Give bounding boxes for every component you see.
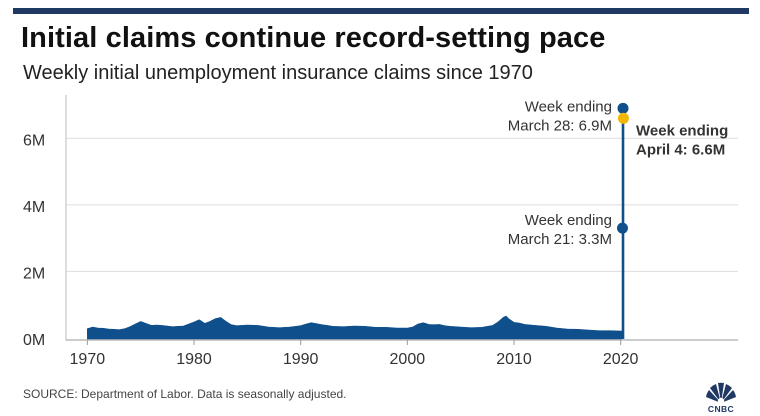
highlight-point — [616, 222, 628, 234]
x-tick-label: 2010 — [496, 351, 532, 368]
annotation-label: Week ending — [525, 98, 612, 115]
chart-subtitle: Weekly initial unemployment insurance cl… — [23, 62, 533, 84]
annotation-label: Week ending — [636, 122, 728, 139]
logo-text: CNBC — [707, 404, 735, 414]
x-tick-label: 2000 — [390, 351, 426, 368]
chart-title: Initial claims continue record-setting p… — [21, 22, 606, 54]
cnbc-logo: CNBC — [690, 378, 752, 414]
y-tick-label: 2M — [23, 265, 45, 282]
x-tick-label: 1980 — [176, 351, 212, 368]
source-note: SOURCE: Department of Labor. Data is sea… — [23, 387, 347, 401]
y-tick-label: 4M — [23, 199, 45, 216]
peacock-icon — [706, 382, 736, 405]
y-tick-label: 0M — [23, 332, 45, 349]
annotation-label: March 21: 3.3M — [508, 231, 612, 248]
x-tick-label: 1990 — [283, 351, 319, 368]
x-tick-label: 2020 — [603, 351, 639, 368]
annotation-label: Week ending — [525, 212, 612, 229]
top-accent-bar — [13, 8, 749, 14]
highlight-point — [617, 102, 629, 114]
claims-area — [86, 315, 622, 340]
x-tick-label: 1970 — [70, 351, 106, 368]
annotation-label: April 4: 6.6M — [636, 141, 725, 158]
highlight-point — [617, 112, 629, 124]
annotation-label: March 28: 6.9M — [508, 117, 612, 134]
y-tick-label: 6M — [23, 132, 45, 149]
